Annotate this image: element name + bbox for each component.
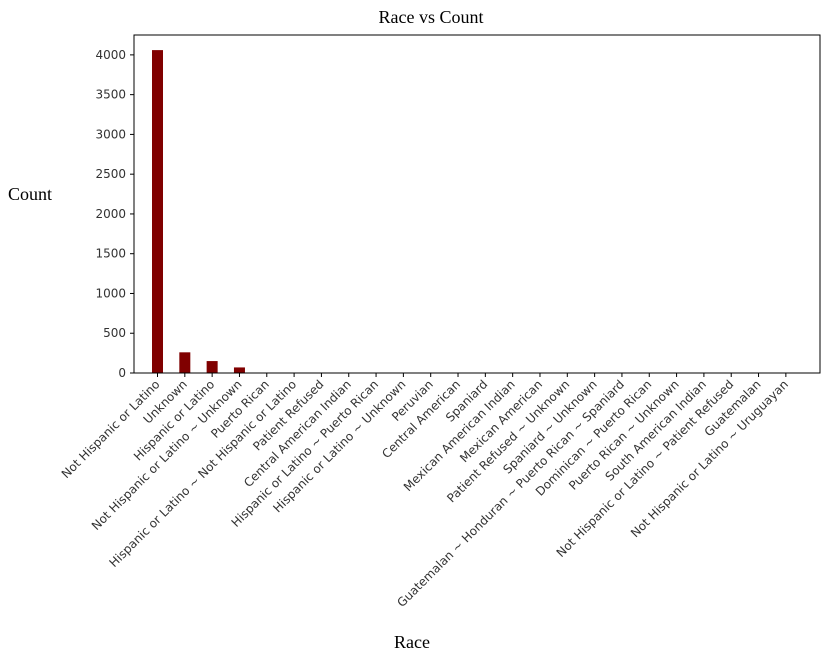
y-tick-label: 500 [103, 326, 126, 340]
y-tick-label: 1500 [95, 247, 126, 261]
y-tick-label: 0 [118, 366, 126, 380]
bar [233, 367, 245, 373]
y-axis-ticks: 0 500 1000 1500 2000 2500 3000 3500 4000 [95, 48, 134, 380]
plot-frame [133, 34, 821, 374]
bar [206, 361, 218, 373]
y-tick-label: 2000 [95, 207, 126, 221]
y-tick-label: 3000 [95, 127, 126, 141]
bar [152, 50, 163, 373]
chart-title: Race vs Count [379, 7, 484, 27]
x-axis-label: Race [394, 632, 430, 652]
y-tick-label: 3500 [95, 88, 126, 102]
y-axis-label: Count [8, 184, 52, 204]
y-tick-label: 2500 [95, 167, 126, 181]
bar [179, 352, 191, 373]
y-tick-label: 1000 [95, 286, 126, 300]
bars [152, 50, 792, 373]
y-tick-label: 4000 [95, 48, 126, 62]
